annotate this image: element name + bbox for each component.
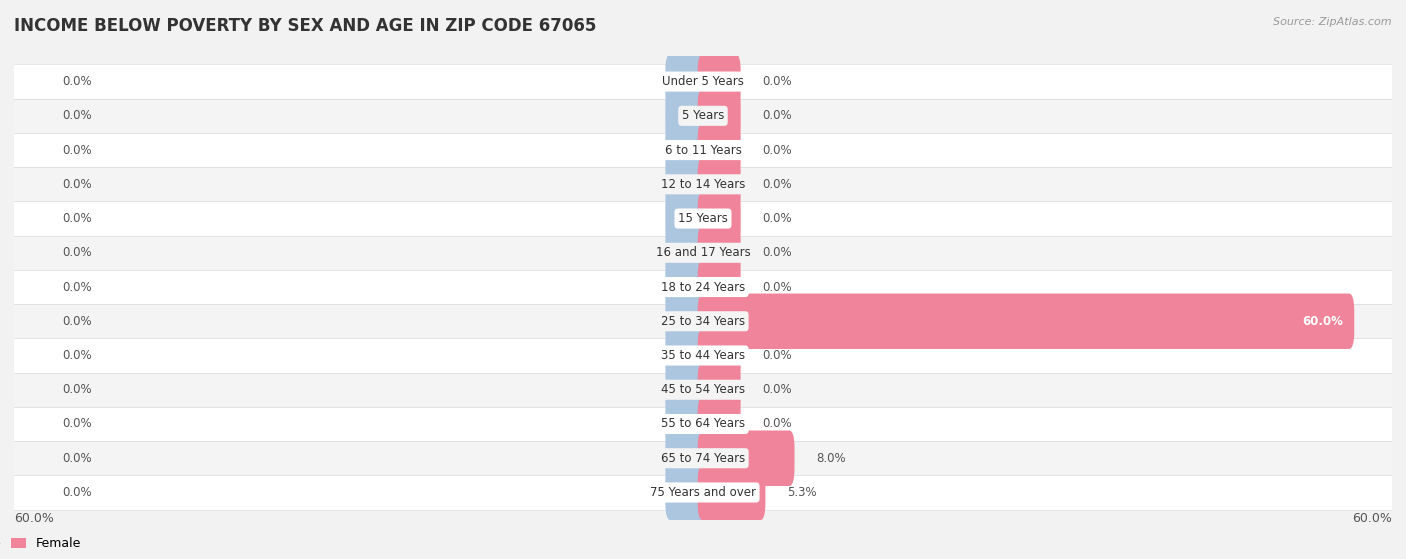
FancyBboxPatch shape [665, 259, 709, 315]
Text: 35 to 44 Years: 35 to 44 Years [661, 349, 745, 362]
FancyBboxPatch shape [697, 157, 741, 212]
FancyBboxPatch shape [697, 88, 741, 144]
FancyBboxPatch shape [3, 441, 1403, 475]
FancyBboxPatch shape [665, 362, 709, 418]
Text: 0.0%: 0.0% [62, 452, 93, 465]
Text: 0.0%: 0.0% [762, 110, 792, 122]
Text: 0.0%: 0.0% [62, 144, 93, 157]
Text: 0.0%: 0.0% [762, 144, 792, 157]
FancyBboxPatch shape [697, 465, 765, 520]
Text: 0.0%: 0.0% [62, 247, 93, 259]
FancyBboxPatch shape [665, 225, 709, 281]
Text: 60.0%: 60.0% [1353, 511, 1392, 525]
Text: 0.0%: 0.0% [62, 75, 93, 88]
Text: 0.0%: 0.0% [762, 178, 792, 191]
Text: 0.0%: 0.0% [762, 75, 792, 88]
FancyBboxPatch shape [3, 407, 1403, 441]
FancyBboxPatch shape [665, 465, 709, 520]
FancyBboxPatch shape [665, 430, 709, 486]
Text: Source: ZipAtlas.com: Source: ZipAtlas.com [1274, 17, 1392, 27]
Text: 0.0%: 0.0% [62, 110, 93, 122]
Text: 0.0%: 0.0% [62, 486, 93, 499]
Text: 0.0%: 0.0% [762, 281, 792, 293]
FancyBboxPatch shape [697, 54, 741, 110]
Text: Under 5 Years: Under 5 Years [662, 75, 744, 88]
FancyBboxPatch shape [665, 293, 709, 349]
FancyBboxPatch shape [697, 191, 741, 247]
FancyBboxPatch shape [697, 430, 794, 486]
FancyBboxPatch shape [3, 338, 1403, 373]
FancyBboxPatch shape [665, 122, 709, 178]
FancyBboxPatch shape [3, 201, 1403, 236]
FancyBboxPatch shape [665, 191, 709, 247]
Text: 0.0%: 0.0% [762, 212, 792, 225]
FancyBboxPatch shape [665, 157, 709, 212]
FancyBboxPatch shape [665, 328, 709, 383]
Text: 0.0%: 0.0% [62, 349, 93, 362]
FancyBboxPatch shape [697, 396, 741, 452]
FancyBboxPatch shape [697, 362, 741, 418]
FancyBboxPatch shape [3, 64, 1403, 99]
Text: 5.3%: 5.3% [787, 486, 817, 499]
FancyBboxPatch shape [3, 270, 1403, 304]
FancyBboxPatch shape [665, 396, 709, 452]
Text: 45 to 54 Years: 45 to 54 Years [661, 383, 745, 396]
FancyBboxPatch shape [3, 304, 1403, 338]
Text: 18 to 24 Years: 18 to 24 Years [661, 281, 745, 293]
Text: 0.0%: 0.0% [62, 383, 93, 396]
FancyBboxPatch shape [3, 167, 1403, 201]
Text: 0.0%: 0.0% [62, 178, 93, 191]
FancyBboxPatch shape [665, 88, 709, 144]
Text: INCOME BELOW POVERTY BY SEX AND AGE IN ZIP CODE 67065: INCOME BELOW POVERTY BY SEX AND AGE IN Z… [14, 17, 596, 35]
Text: 25 to 34 Years: 25 to 34 Years [661, 315, 745, 328]
FancyBboxPatch shape [3, 236, 1403, 270]
FancyBboxPatch shape [697, 225, 741, 281]
FancyBboxPatch shape [3, 475, 1403, 510]
Text: 75 Years and over: 75 Years and over [650, 486, 756, 499]
Text: 0.0%: 0.0% [762, 349, 792, 362]
FancyBboxPatch shape [3, 133, 1403, 167]
Text: 0.0%: 0.0% [62, 281, 93, 293]
Text: 0.0%: 0.0% [762, 383, 792, 396]
Text: 55 to 64 Years: 55 to 64 Years [661, 418, 745, 430]
Text: 60.0%: 60.0% [14, 511, 53, 525]
Text: 8.0%: 8.0% [815, 452, 845, 465]
FancyBboxPatch shape [697, 259, 741, 315]
Text: 12 to 14 Years: 12 to 14 Years [661, 178, 745, 191]
Text: 15 Years: 15 Years [678, 212, 728, 225]
Text: 6 to 11 Years: 6 to 11 Years [665, 144, 741, 157]
Text: 0.0%: 0.0% [62, 315, 93, 328]
Text: 5 Years: 5 Years [682, 110, 724, 122]
Text: 0.0%: 0.0% [62, 418, 93, 430]
Text: 16 and 17 Years: 16 and 17 Years [655, 247, 751, 259]
FancyBboxPatch shape [665, 54, 709, 110]
Text: 65 to 74 Years: 65 to 74 Years [661, 452, 745, 465]
FancyBboxPatch shape [697, 293, 1354, 349]
FancyBboxPatch shape [697, 328, 741, 383]
Text: 0.0%: 0.0% [762, 418, 792, 430]
Text: 0.0%: 0.0% [762, 247, 792, 259]
Legend: Male, Female: Male, Female [0, 532, 87, 556]
Text: 0.0%: 0.0% [62, 212, 93, 225]
FancyBboxPatch shape [3, 373, 1403, 407]
Text: 60.0%: 60.0% [1302, 315, 1344, 328]
FancyBboxPatch shape [3, 99, 1403, 133]
FancyBboxPatch shape [697, 122, 741, 178]
